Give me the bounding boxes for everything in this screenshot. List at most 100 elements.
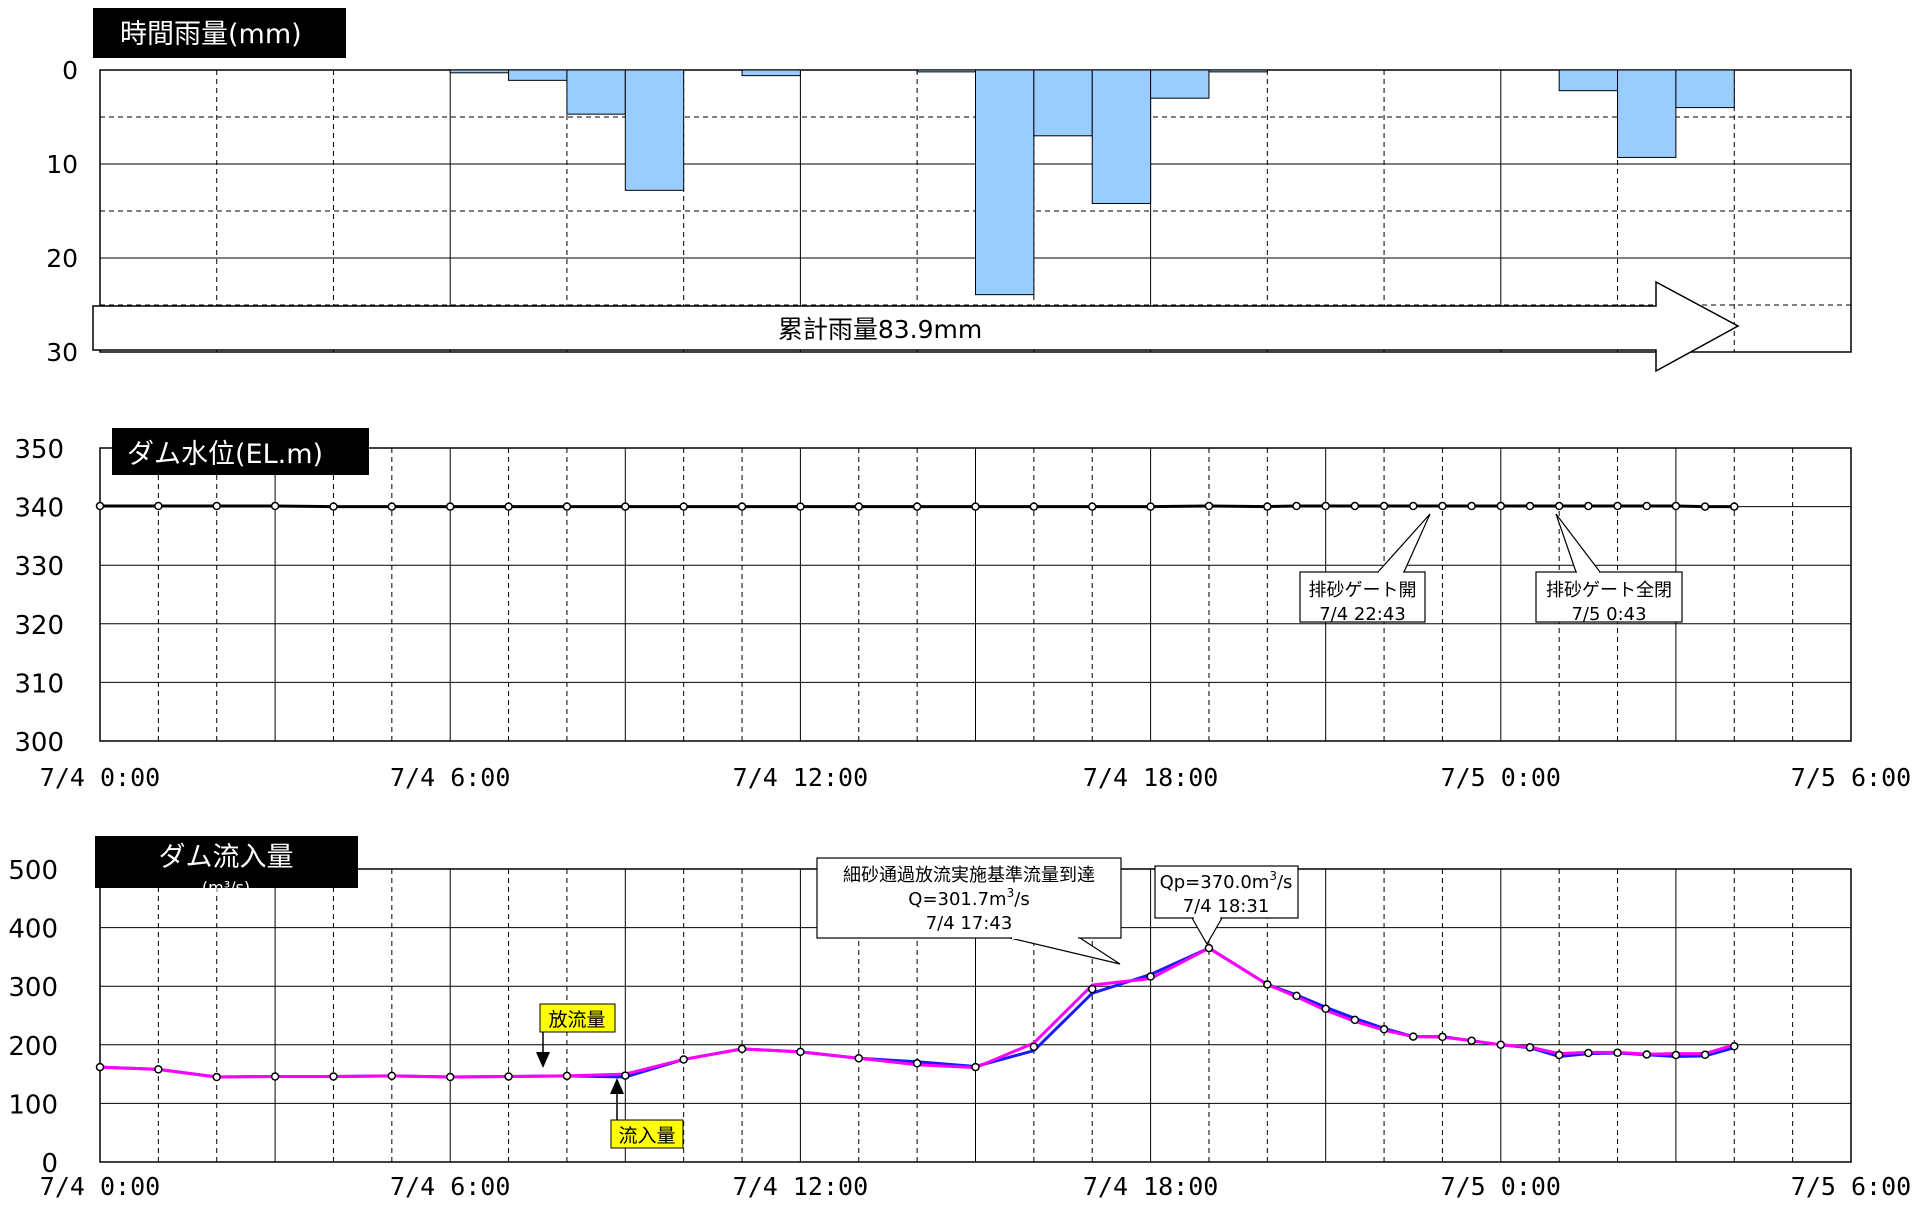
flow-marker <box>504 1072 513 1081</box>
flow-x-tick-label: 7/5 0:00 <box>1441 1172 1561 1201</box>
flow-marker <box>1700 1050 1710 1060</box>
level-x-tick-label: 7/5 6:00 <box>1791 763 1911 792</box>
threshold-callout-q: Q=301.7m3/s <box>908 886 1029 910</box>
water-level-marker <box>1642 501 1651 511</box>
flow-marker <box>154 1065 163 1074</box>
level-y-tick-label: 320 <box>14 611 64 641</box>
threshold-callout-q-part: Q=301.7m <box>908 889 1006 910</box>
flow-marker <box>1350 1015 1360 1025</box>
flow-marker <box>737 1044 747 1054</box>
level-x-tick-label: 7/5 0:00 <box>1441 763 1561 792</box>
flow-marker <box>1087 984 1097 994</box>
rain-title-bg <box>93 8 346 58</box>
flow-marker <box>796 1047 805 1057</box>
water-level-marker <box>445 502 455 511</box>
rain-bar <box>975 69 1035 296</box>
peak-callout-q: Qp=370.0m3/s <box>1160 869 1293 893</box>
level-title: ダム水位(EL.m) <box>127 439 323 470</box>
water-level-marker <box>1730 502 1739 511</box>
peak-callout-pointer <box>1191 917 1223 946</box>
flow-marker <box>1467 1036 1476 1045</box>
inflow-label: 流入量 <box>618 1125 675 1147</box>
threshold-callout-box <box>816 857 1122 939</box>
water-level-marker <box>1700 502 1710 511</box>
flow-marker <box>1584 1048 1593 1058</box>
rain-bar <box>1558 69 1619 92</box>
water-level-marker <box>212 501 221 511</box>
flow-marker <box>1671 1050 1681 1060</box>
flow-marker <box>329 1072 338 1081</box>
threshold-callout-pointer <box>1009 937 1121 965</box>
water-level-marker <box>1554 501 1564 511</box>
flow-x-tick-label: 7/4 18:00 <box>1083 1172 1218 1201</box>
rain-bar <box>449 69 510 74</box>
flow-title-unit: (m³/s) <box>202 878 250 897</box>
rain-bar <box>1033 69 1093 137</box>
water-level-marker <box>387 502 397 511</box>
rain-bar <box>1617 69 1677 158</box>
flow-marker <box>1029 1042 1039 1052</box>
flow-x-tick-label: 7/4 12:00 <box>733 1172 868 1201</box>
water-level-marker <box>270 501 280 511</box>
threshold-callout-q-part: /s <box>1014 889 1029 910</box>
rain-bar <box>624 69 685 191</box>
rain-y-tick-label: 10 <box>46 150 78 179</box>
gate-close-callout-text: 排砂ゲート全閉 <box>1546 580 1672 601</box>
peak-callout-q-part: /s <box>1277 872 1292 893</box>
flow-x-tick-label: 7/4 6:00 <box>390 1172 510 1201</box>
water-level-marker <box>1146 502 1155 511</box>
rain-y-tick-label: 0 <box>62 56 78 85</box>
flow-y-tick-label: 300 <box>8 973 58 1003</box>
level-x-tick-label: 7/4 6:00 <box>390 763 510 792</box>
gate-open-callout-text: 7/4 22:43 <box>1319 604 1406 625</box>
water-level-marker <box>1204 501 1214 511</box>
level-title-bg <box>112 428 369 475</box>
flow-marker <box>1409 1032 1418 1041</box>
flow-title-bg <box>95 836 358 888</box>
flow-marker <box>1321 1004 1330 1014</box>
gate-open-callout-pointer <box>1377 513 1431 573</box>
water-level-marker <box>1438 501 1447 511</box>
water-level-marker <box>1525 501 1535 511</box>
outflow-arrow-head <box>536 1052 550 1068</box>
water-level-marker <box>1379 501 1389 511</box>
inflow-label-box <box>610 1119 684 1149</box>
flow-marker <box>1730 1042 1739 1051</box>
flow-marker <box>387 1071 397 1081</box>
gate-close-callout-pointer <box>1555 513 1601 573</box>
threshold-callout-title: 細砂通過放流実施基準流量到達 <box>843 865 1095 886</box>
water-level-marker <box>1584 501 1593 511</box>
flow-marker <box>679 1055 688 1064</box>
outflow-line <box>99 946 1735 1079</box>
flow-x-tick-label: 7/4 0:00 <box>40 1172 160 1201</box>
water-level-marker <box>971 502 980 511</box>
rain-title: 時間雨量(mm) <box>120 19 302 50</box>
water-level-marker <box>854 502 864 511</box>
flow-marker <box>621 1071 630 1080</box>
flow-marker <box>1642 1050 1651 1059</box>
rain-bar <box>1091 69 1152 204</box>
flow-marker <box>854 1054 864 1063</box>
level-y-tick-label: 310 <box>14 669 64 699</box>
water-level-marker <box>1087 502 1097 511</box>
flow-marker <box>1554 1050 1564 1060</box>
inflow-line <box>99 946 1735 1079</box>
rain-bar <box>508 69 568 81</box>
level-y-tick-label: 300 <box>14 728 64 758</box>
rain-bar <box>566 69 626 115</box>
water-level-marker <box>1467 501 1476 511</box>
flow-x-tick-label: 7/5 6:00 <box>1791 1172 1911 1201</box>
gate-open-callout-text: 排砂ゲート開 <box>1309 580 1417 601</box>
flow-marker <box>270 1072 280 1081</box>
water-level-marker <box>1496 501 1506 511</box>
threshold-callout-q-sup: 3 <box>1007 886 1015 900</box>
flow-marker <box>95 1062 105 1072</box>
flow-marker <box>1379 1025 1389 1034</box>
water-level-marker <box>562 502 572 511</box>
rain-bar <box>1208 69 1268 73</box>
water-level-marker <box>1409 501 1418 511</box>
water-level-marker <box>1029 502 1039 511</box>
flow-marker <box>1613 1048 1622 1057</box>
